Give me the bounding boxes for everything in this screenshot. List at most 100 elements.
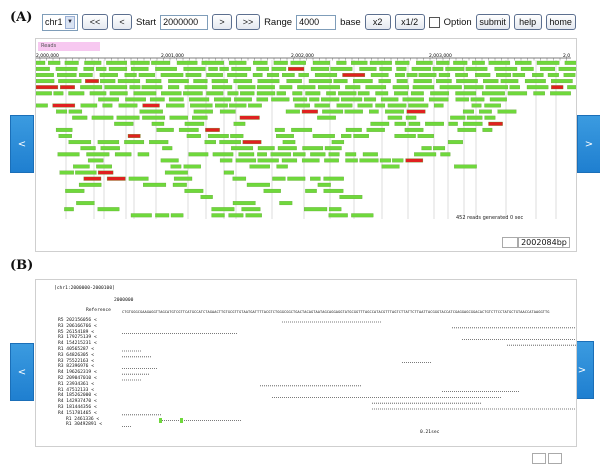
reference-base: G: [338, 310, 340, 314]
read-segment: [515, 60, 532, 65]
read-segment: [57, 73, 77, 77]
read-segment: [314, 73, 338, 77]
submit-button[interactable]: submit: [475, 14, 510, 30]
read-segment: [83, 66, 94, 71]
start-input[interactable]: 2000000: [160, 14, 209, 30]
read-segment: [433, 146, 446, 151]
read-segment: [365, 85, 387, 90]
reference-base: A: [392, 310, 395, 314]
page-button[interactable]: [548, 453, 562, 464]
reference-base: G: [223, 310, 225, 314]
read-segment: [142, 103, 160, 108]
reference-base: T: [545, 310, 548, 314]
reads-status: 452 reads generated 0 sec: [456, 215, 524, 221]
read-segment: [219, 66, 229, 71]
read-segment: [454, 164, 477, 169]
read-segment: [96, 164, 112, 169]
read-segment: [271, 97, 290, 102]
read-segment: [314, 103, 330, 108]
read-segment: [184, 188, 204, 193]
reference-base: G: [460, 310, 462, 314]
help-button[interactable]: help: [513, 14, 542, 30]
reference-base: G: [538, 310, 540, 314]
zoom-out-button[interactable]: x1/2: [394, 14, 425, 30]
read-segment: [48, 60, 61, 65]
read-segment: [436, 79, 452, 84]
read-segment: [156, 127, 174, 132]
read-segment: [485, 85, 509, 90]
read-segment: [484, 103, 501, 108]
scroll-right-button[interactable]: >: [577, 115, 600, 173]
read-segment: [95, 66, 107, 71]
read-segment: [439, 85, 462, 90]
zoom-in-button[interactable]: x2: [364, 14, 391, 30]
read-segment: [370, 121, 390, 126]
reference-base: G: [325, 310, 327, 314]
read-segment: [450, 115, 466, 120]
read-segment: [298, 73, 309, 77]
read-segment: [56, 109, 68, 114]
jump-back-button[interactable]: <<: [82, 14, 108, 30]
read-segment: [83, 176, 102, 181]
read-segment: [176, 60, 198, 65]
read-segment: [57, 152, 80, 157]
read-label: R2 209047010 <: [58, 376, 97, 381]
read-segment: [109, 91, 128, 96]
jump-forward-button[interactable]: >>: [236, 14, 261, 30]
read-segment: [219, 109, 236, 114]
reference-base: G: [394, 310, 396, 314]
read-segment: [151, 121, 165, 126]
reference-base: T: [410, 310, 413, 314]
read-segment: [416, 60, 433, 65]
read-segment: [344, 109, 363, 114]
read-segment: [396, 66, 407, 71]
read-segment: [128, 176, 149, 181]
read-segment: [351, 213, 374, 218]
read-segment: [292, 97, 308, 102]
range-input[interactable]: 4000: [296, 14, 337, 30]
step-back-button[interactable]: <: [112, 14, 132, 30]
reference-base: G: [232, 310, 234, 314]
read-label: R1 40565287 <: [58, 347, 94, 352]
reference-base: T: [424, 310, 427, 314]
read-label: R3 82396976 <: [58, 364, 94, 370]
chromosome-select[interactable]: chr1 ▼: [42, 13, 78, 31]
read-segment: [178, 127, 199, 132]
read-segment: [304, 207, 328, 212]
read-segment: [84, 60, 102, 65]
read-segment: [414, 152, 437, 157]
read-segment: [206, 73, 223, 77]
read-segment: [239, 115, 260, 120]
scroll-left-button[interactable]: <: [10, 115, 34, 173]
reference-base: G: [433, 310, 435, 314]
page-button[interactable]: [532, 453, 546, 464]
read-segment: [405, 115, 417, 120]
reference-base: G: [228, 310, 230, 314]
read-segment: [75, 170, 97, 175]
reference-base: A: [520, 310, 523, 314]
read-segment: [227, 73, 248, 77]
reference-base: C: [491, 310, 493, 314]
read-segment: [211, 79, 228, 84]
scroll-left-button[interactable]: <: [10, 343, 34, 401]
reference-base: A: [345, 310, 348, 314]
read-segment: [285, 109, 300, 114]
option-checkbox[interactable]: [428, 16, 440, 28]
read-segment: [249, 164, 270, 169]
position-readout: 2002084bp: [518, 237, 570, 248]
read-segment: [310, 66, 330, 71]
reference-base: C: [176, 310, 178, 314]
step-forward-button[interactable]: >: [212, 14, 233, 30]
read-segment: [116, 115, 140, 120]
read-segment: [100, 146, 120, 151]
reference-base: C: [381, 310, 383, 314]
read-segment: [353, 79, 373, 84]
read-segment: [324, 158, 339, 163]
home-button[interactable]: home: [545, 14, 576, 30]
read-label: R3 75522163 <: [58, 358, 94, 364]
reference-base: A: [464, 310, 467, 314]
reference-base: G: [268, 310, 270, 314]
read-segment: [472, 60, 485, 65]
read-segment: [550, 91, 571, 96]
read-segment: [359, 66, 377, 71]
